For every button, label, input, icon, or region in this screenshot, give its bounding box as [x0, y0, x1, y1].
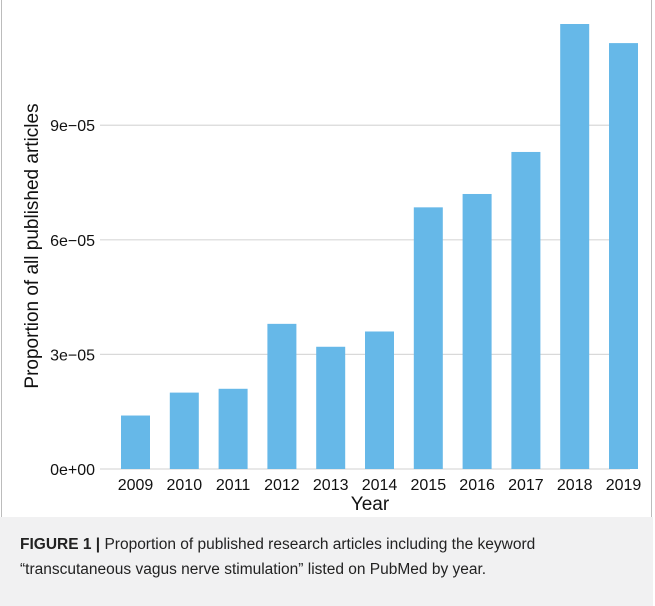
bar-2019	[609, 43, 638, 469]
caption-label: FIGURE 1 |	[20, 536, 101, 553]
bar-2017	[511, 151, 541, 470]
y-axis-title: Proportion of all published articles	[22, 103, 43, 388]
caption-band	[0, 517, 653, 606]
figure-caption: FIGURE 1 | Proportion of published resea…	[20, 532, 635, 582]
y-tick-label: 6e−05	[50, 233, 95, 250]
bar-2012	[267, 323, 297, 469]
caption-text: Proportion of published research article…	[20, 536, 536, 578]
bar-2014	[365, 331, 394, 469]
bar-2015	[413, 207, 443, 469]
x-axis-title: Year	[351, 494, 390, 515]
bar-chart: 0e+00 3e−05 6e−05 9e−05 2009 2010 2011 2012 201…	[22, 24, 642, 515]
y-axis-ticks: 0e+00 3e−05 6e−05 9e−05	[50, 118, 95, 479]
x-tick-label: 2019	[606, 477, 642, 494]
bar-2011	[218, 388, 248, 469]
x-tick-label: 2015	[411, 477, 447, 494]
x-tick-label: 2014	[362, 477, 398, 494]
x-tick-label: 2010	[167, 477, 203, 494]
bar-2016	[462, 193, 492, 469]
y-tick-label: 0e+00	[50, 462, 95, 479]
x-tick-label: 2009	[118, 477, 154, 494]
y-tick-label: 9e−05	[50, 118, 95, 135]
bar-2010	[169, 392, 199, 469]
x-tick-label: 2016	[459, 477, 495, 494]
x-tick-label: 2018	[557, 477, 593, 494]
x-tick-label: 2013	[313, 477, 349, 494]
bar-2009	[121, 415, 150, 469]
x-tick-label: 2012	[264, 477, 300, 494]
bars	[121, 24, 638, 470]
bar-2013	[316, 346, 346, 469]
x-tick-label: 2011	[216, 477, 251, 494]
x-axis-ticks: 2009 2010 2011 2012 2013 2014 2015 2016 2017 2018…	[118, 477, 642, 494]
x-tick-label: 2017	[508, 477, 544, 494]
bar-2018	[560, 24, 590, 469]
y-tick-label: 3e−05	[50, 347, 95, 364]
